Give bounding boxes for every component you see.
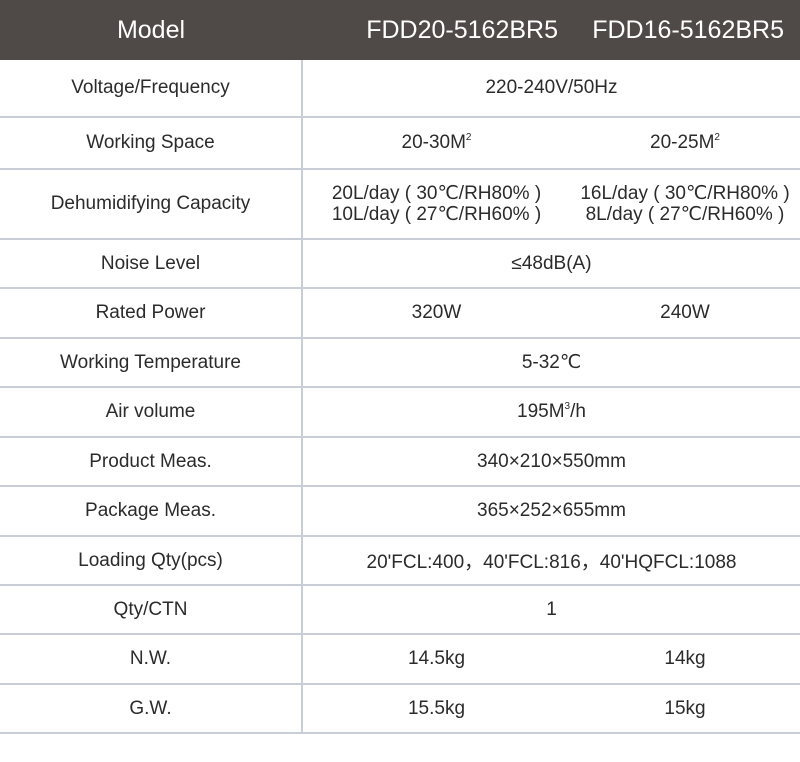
capacity-label: Dehumidifying Capacity [0, 169, 303, 240]
table-row: N.W. 14.5kg 14kg [0, 634, 800, 685]
table-row: Loading Qty(pcs) 20'FCL:400，40'FCL:816，4… [0, 536, 800, 586]
capacity-a-line1: 20L/day ( 30℃/RH80% ) [331, 183, 542, 204]
temperature-value: 5-32℃ [302, 338, 800, 388]
capacity-b-line2: 8L/day ( 27℃/RH60% ) [585, 204, 785, 225]
capacity-a: 20L/day ( 30℃/RH80% ) 10L/day ( 27℃/RH60… [302, 169, 570, 240]
gw-b: 15kg [570, 684, 800, 734]
gw-label: G.W. [0, 684, 303, 734]
power-b: 240W [570, 288, 800, 339]
voltage-value: 220-240V/50Hz [302, 60, 800, 118]
table-row: Package Meas. 365×252×655mm [0, 486, 800, 537]
product-meas-label: Product Meas. [0, 437, 303, 487]
table-row: Noise Level ≤48dB(A) [0, 239, 800, 289]
power-label: Rated Power [0, 288, 303, 339]
loading-value: 20'FCL:400，40'FCL:816，40'HQFCL:1088 [302, 536, 800, 586]
table-row: Voltage/Frequency 220-240V/50Hz [0, 60, 800, 118]
air-volume-label: Air volume [0, 387, 303, 438]
temperature-label: Working Temperature [0, 338, 303, 388]
qty-ctn-label: Qty/CTN [0, 585, 303, 635]
product-meas-value: 340×210×550mm [302, 437, 800, 487]
air-volume-value: 195M3/h [302, 387, 800, 438]
table-row: G.W. 15.5kg 15kg [0, 684, 800, 734]
capacity-a-line2: 10L/day ( 27℃/RH60% ) [331, 204, 542, 225]
table-row: Working Temperature 5-32℃ [0, 338, 800, 388]
working-space-b: 20-25M2 [570, 117, 800, 170]
package-meas-label: Package Meas. [0, 486, 303, 537]
working-space-label: Working Space [0, 117, 303, 170]
qty-ctn-value: 1 [302, 585, 800, 635]
table-row: Working Space 20-30M2 20-25M2 [0, 117, 800, 170]
capacity-b-line1: 16L/day ( 30℃/RH80% ) [580, 183, 790, 204]
nw-a: 14.5kg [302, 634, 570, 685]
loading-label: Loading Qty(pcs) [0, 536, 303, 586]
nw-b: 14kg [570, 634, 800, 685]
working-space-a: 20-30M2 [302, 117, 570, 170]
table-row: Air volume 195M3/h [0, 387, 800, 438]
nw-label: N.W. [0, 634, 303, 685]
package-meas-value: 365×252×655mm [302, 486, 800, 537]
table-row: Dehumidifying Capacity 20L/day ( 30℃/RH8… [0, 169, 800, 240]
table-row: Rated Power 320W 240W [0, 288, 800, 339]
voltage-label: Voltage/Frequency [0, 60, 303, 118]
table-row: Product Meas. 340×210×550mm [0, 437, 800, 487]
power-a: 320W [302, 288, 570, 339]
capacity-b: 16L/day ( 30℃/RH80% ) 8L/day ( 27℃/RH60%… [570, 169, 800, 240]
gw-a: 15.5kg [302, 684, 570, 734]
table-row: Qty/CTN 1 [0, 585, 800, 635]
model-b-header: FDD16-5162BR5 [570, 0, 800, 60]
header-row: Model FDD20-5162BR5 FDD16-5162BR5 [0, 0, 800, 60]
model-a-header: FDD20-5162BR5 [302, 0, 570, 60]
spec-table: Model FDD20-5162BR5 FDD16-5162BR5 Voltag… [0, 0, 800, 734]
model-header: Model [0, 0, 302, 60]
noise-label: Noise Level [0, 239, 303, 289]
noise-value: ≤48dB(A) [302, 239, 800, 289]
